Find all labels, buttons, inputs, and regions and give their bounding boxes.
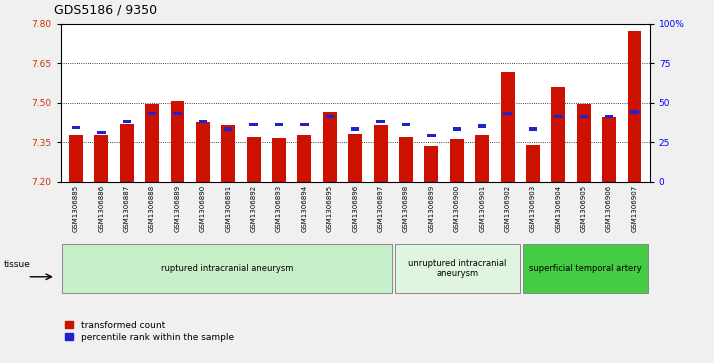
FancyBboxPatch shape xyxy=(62,244,393,293)
Text: GSM1306894: GSM1306894 xyxy=(301,184,308,232)
Bar xyxy=(602,117,616,182)
Text: GSM1306893: GSM1306893 xyxy=(276,184,282,232)
Bar xyxy=(224,127,233,131)
Text: GSM1306888: GSM1306888 xyxy=(149,184,155,232)
Bar xyxy=(501,72,515,182)
Bar xyxy=(402,123,410,126)
Bar xyxy=(628,32,641,182)
Bar xyxy=(503,112,512,115)
Bar xyxy=(450,139,464,182)
Text: GSM1306886: GSM1306886 xyxy=(99,184,104,232)
Bar xyxy=(249,123,258,126)
Bar xyxy=(69,135,83,182)
Bar xyxy=(221,125,235,182)
Bar xyxy=(427,134,436,137)
Bar xyxy=(529,127,537,131)
Text: GSM1306891: GSM1306891 xyxy=(225,184,231,232)
Bar xyxy=(171,101,184,182)
Text: GSM1306896: GSM1306896 xyxy=(352,184,358,232)
Bar xyxy=(605,115,613,118)
Bar xyxy=(275,123,283,126)
Bar xyxy=(551,87,565,182)
Bar xyxy=(246,137,261,182)
Text: GSM1306889: GSM1306889 xyxy=(174,184,181,232)
Text: GSM1306903: GSM1306903 xyxy=(530,184,536,232)
Text: GSM1306890: GSM1306890 xyxy=(200,184,206,232)
Bar xyxy=(196,122,210,182)
Bar xyxy=(71,126,80,129)
Text: GSM1306902: GSM1306902 xyxy=(505,184,511,232)
Bar xyxy=(326,115,334,118)
Bar xyxy=(376,119,385,123)
Text: GSM1306906: GSM1306906 xyxy=(606,184,612,232)
Bar xyxy=(373,125,388,182)
Bar xyxy=(145,104,159,182)
FancyBboxPatch shape xyxy=(523,244,648,293)
Bar xyxy=(399,137,413,182)
Bar xyxy=(526,145,540,182)
Text: GDS5186 / 9350: GDS5186 / 9350 xyxy=(54,3,156,16)
Text: GSM1306900: GSM1306900 xyxy=(454,184,460,232)
Bar xyxy=(198,119,207,123)
Text: GSM1306907: GSM1306907 xyxy=(631,184,638,232)
Bar xyxy=(351,127,359,131)
Text: GSM1306887: GSM1306887 xyxy=(124,184,130,232)
Bar xyxy=(97,131,106,134)
Text: GSM1306895: GSM1306895 xyxy=(327,184,333,232)
Bar xyxy=(580,115,588,118)
Text: GSM1306897: GSM1306897 xyxy=(378,184,383,232)
Text: GSM1306905: GSM1306905 xyxy=(580,184,587,232)
Bar xyxy=(298,135,311,182)
Bar xyxy=(148,112,156,115)
Text: unruptured intracranial
aneurysm: unruptured intracranial aneurysm xyxy=(408,259,507,278)
Bar xyxy=(348,134,362,182)
Bar xyxy=(272,138,286,182)
Bar xyxy=(301,123,308,126)
Text: tissue: tissue xyxy=(4,261,31,269)
Bar xyxy=(424,146,438,182)
Text: GSM1306898: GSM1306898 xyxy=(403,184,409,232)
Text: GSM1306885: GSM1306885 xyxy=(73,184,79,232)
Bar xyxy=(478,125,486,128)
Bar xyxy=(323,112,337,182)
FancyBboxPatch shape xyxy=(395,244,521,293)
Bar xyxy=(476,135,489,182)
Legend: transformed count, percentile rank within the sample: transformed count, percentile rank withi… xyxy=(65,321,233,342)
Bar xyxy=(554,115,563,118)
Text: ruptured intracranial aneurysm: ruptured intracranial aneurysm xyxy=(161,264,293,273)
Bar xyxy=(630,110,639,114)
Text: superficial temporal artery: superficial temporal artery xyxy=(529,264,642,273)
Text: GSM1306901: GSM1306901 xyxy=(479,184,486,232)
Text: GSM1306892: GSM1306892 xyxy=(251,184,256,232)
Text: GSM1306899: GSM1306899 xyxy=(428,184,434,232)
Text: GSM1306904: GSM1306904 xyxy=(555,184,561,232)
Bar xyxy=(174,112,181,115)
Bar xyxy=(577,104,590,182)
Bar xyxy=(94,135,109,182)
Bar xyxy=(123,119,131,123)
Bar xyxy=(120,124,134,182)
Bar xyxy=(453,127,461,131)
